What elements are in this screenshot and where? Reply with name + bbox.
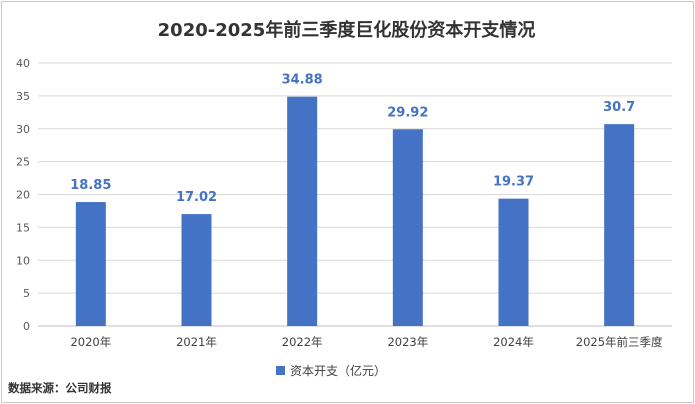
data-label: 18.85 [70, 178, 111, 193]
y-tick-label: 0 [23, 320, 30, 333]
y-tick-label: 30 [16, 123, 30, 136]
bar [392, 129, 423, 326]
y-tick-label: 5 [23, 287, 30, 300]
bar [604, 124, 635, 327]
source-note: 数据来源：公司财报 [8, 381, 112, 395]
bar [181, 214, 212, 326]
legend-swatch [276, 366, 285, 375]
x-tick-label: 2023年 [387, 335, 428, 349]
data-label: 30.7 [603, 100, 635, 115]
legend-label: 资本开支（亿元） [290, 363, 386, 378]
data-label: 29.92 [387, 105, 428, 120]
y-tick-label: 20 [16, 189, 30, 202]
y-tick-label: 10 [16, 254, 30, 267]
y-tick-label: 15 [16, 221, 30, 234]
bar [498, 198, 529, 326]
data-label: 34.88 [282, 73, 323, 88]
x-tick-label: 2020年 [70, 335, 111, 349]
y-tick-label: 35 [16, 90, 30, 103]
bar [287, 96, 318, 326]
x-tick-label: 2021年 [176, 335, 217, 349]
y-tick-label: 25 [16, 156, 30, 169]
x-tick-label: 2022年 [282, 335, 323, 349]
data-label: 19.37 [493, 175, 534, 190]
x-tick-label: 2025年前三季度 [576, 335, 663, 349]
y-tick-label: 40 [16, 57, 30, 70]
data-label: 17.02 [176, 190, 217, 205]
bar [75, 202, 106, 326]
x-tick-label: 2024年 [493, 335, 534, 349]
chart-title: 2020-2025年前三季度巨化股份资本开支情况 [157, 20, 536, 41]
